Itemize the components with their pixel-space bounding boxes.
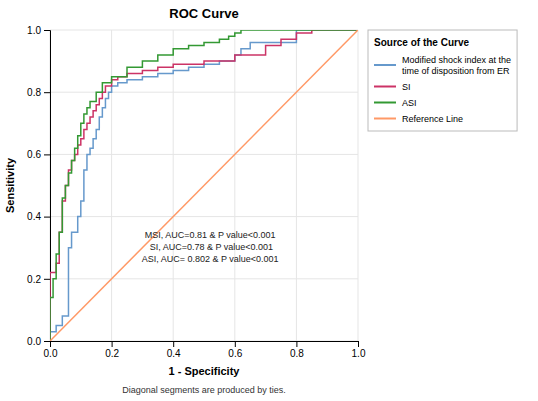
tick: 0.2: [27, 274, 50, 285]
grid-line-y: [50, 154, 358, 155]
series-line: [50, 30, 358, 341]
tick-label: 0.6: [27, 149, 41, 160]
tick-mark: [44, 154, 50, 155]
tick-label: 0.2: [27, 274, 41, 285]
tick-label: 0.0: [44, 348, 58, 359]
tick: 0.8: [290, 341, 304, 359]
legend-swatch: [374, 102, 396, 104]
tick-mark: [44, 92, 50, 93]
grid-line-x: [296, 30, 297, 341]
legend-frame: [368, 30, 517, 131]
tick: 0.8: [27, 87, 50, 98]
tick-label: 0.4: [27, 211, 41, 222]
title: ROC Curve: [169, 6, 238, 21]
axis-line: [51, 342, 359, 348]
legend-swatch: [374, 64, 396, 66]
tick-label: 0.6: [228, 348, 242, 359]
x-axis-label: 1 - Specificity: [169, 365, 241, 377]
x-axis: 0.0 0.2 0.4 0.6 0.8 1.0: [44, 341, 366, 359]
legend-entry: SI: [402, 82, 411, 92]
tick-mark: [112, 341, 113, 347]
legend-title: Source of the Curve: [374, 37, 469, 48]
tick-mark: [44, 30, 50, 31]
tick-label: 0.8: [27, 87, 41, 98]
tick: 1.0: [352, 341, 366, 359]
grid-line-x: [358, 30, 359, 341]
tick-label: 0.8: [290, 348, 304, 359]
legend-swatch: [374, 86, 396, 88]
tick-label: 1.0: [352, 348, 366, 359]
tick: 0.4: [167, 341, 181, 359]
axis-line: [44, 31, 51, 342]
plot-area: 0.0 0.2 0.4 0.6 0.8 1.0 0.0 0.2 0.4 0.6 0.8 1.0 MSI,…: [27, 25, 366, 359]
series-line: [50, 30, 358, 341]
tick-mark: [173, 341, 174, 347]
annotation: SI, AUC=0.78 & P value<0.001: [147, 242, 273, 252]
tick: 0.6: [27, 149, 50, 160]
grid-line-x: [234, 30, 235, 341]
y-axis: 0.0 0.2 0.4 0.6 0.8 1.0: [27, 25, 50, 347]
tick-mark: [44, 279, 50, 280]
tick-label: 0.4: [167, 348, 181, 359]
footnote: Diagonal segments are produced by ties.: [122, 385, 286, 395]
chart: 0.0 0.2 0.4 0.6 0.8 1.0 0.0 0.2 0.4 0.6 0.8 1.0 MSI,…: [0, 0, 538, 401]
tick-mark: [44, 341, 50, 342]
legend-entry: Modified shock index at thetime of dispo…: [402, 55, 511, 76]
grid-line-x: [173, 30, 174, 341]
legend-entry: ASI: [402, 98, 417, 108]
tick-mark: [44, 217, 50, 218]
grid-line-y: [50, 278, 358, 279]
series-line: [50, 30, 358, 341]
y-axis-label: Sensitivity: [4, 157, 16, 213]
tick: 1.0: [27, 25, 50, 36]
legend-entry: Reference Line: [402, 114, 463, 124]
grid: [50, 30, 358, 341]
tick-label: 0.0: [27, 336, 41, 347]
tick-mark: [358, 341, 359, 347]
tick-label: 0.2: [105, 348, 119, 359]
legend-swatch: [374, 118, 396, 120]
tick-mark: [296, 341, 297, 347]
tick: 0.6: [228, 341, 242, 359]
tick-mark: [235, 341, 236, 347]
annotation: MSI, AUC=0.81 & P value<0.001: [145, 230, 276, 240]
series-lines: [50, 30, 358, 341]
annotation: ASI, AUC= 0.802 & P value<0.001: [142, 254, 279, 264]
tick: 0.0: [44, 341, 58, 359]
tick-label: 1.0: [27, 25, 41, 36]
tick: 0.0: [27, 336, 50, 347]
series-line: [50, 30, 358, 341]
grid-line-y: [50, 216, 358, 217]
legend: Source of the Curve Modified shock index …: [368, 30, 517, 131]
tick: 0.4: [27, 211, 50, 222]
tick: 0.2: [105, 341, 119, 359]
